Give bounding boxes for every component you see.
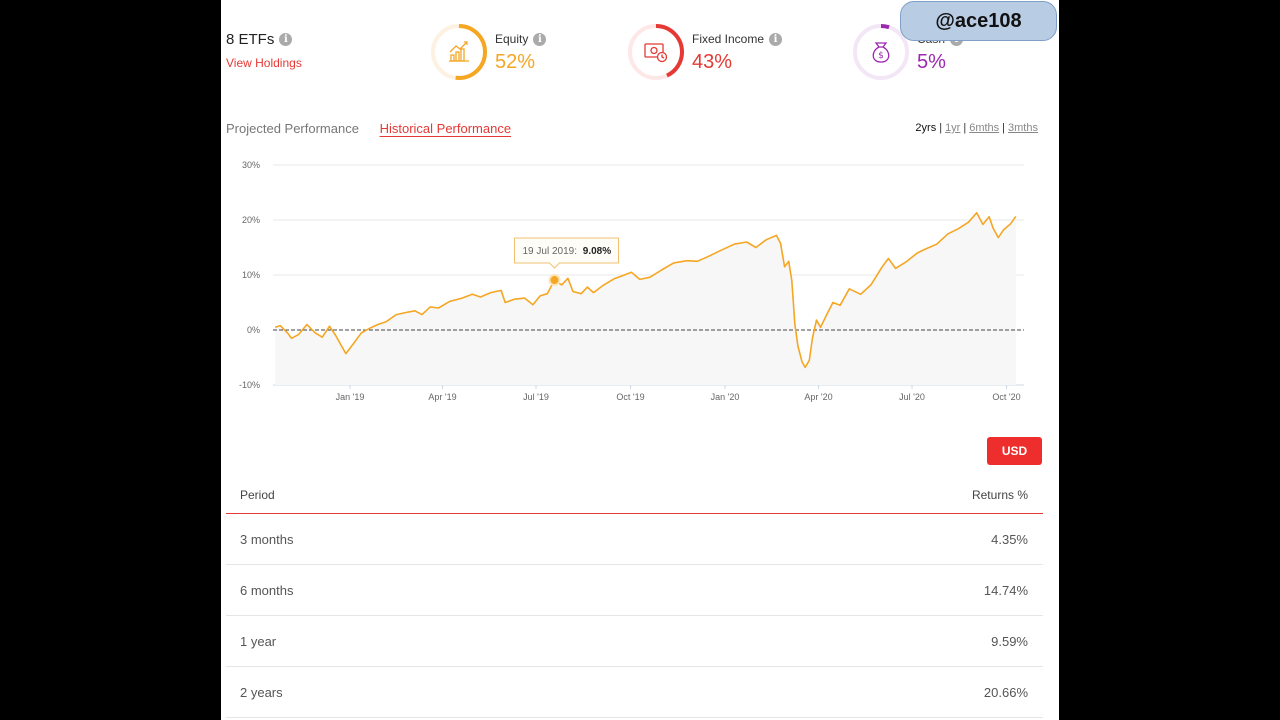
money-cash-icon [644, 43, 668, 63]
tab-projected-performance[interactable]: Projected Performance [226, 121, 359, 136]
x-tick-label: Apr '20 [804, 392, 832, 402]
y-tick-label: 20% [242, 215, 260, 225]
table-row: 2 years 20.66% [226, 667, 1043, 718]
etf-count-label: 8 ETFs [226, 31, 275, 48]
fixed-income-percent: 43% [692, 51, 733, 73]
series-area [275, 212, 1016, 385]
x-tick-label: Jul '19 [523, 392, 549, 402]
view-holdings-link[interactable]: View Holdings [226, 56, 302, 70]
table-row: 6 months 14.74% [226, 565, 1043, 616]
y-tick-label: -10% [239, 380, 260, 390]
table-row: 3 months 4.35% [226, 514, 1043, 565]
performance-tabs: Projected Performance Historical Perform… [226, 121, 528, 136]
tooltip-text: 19 Jul 2019: 9.08% [522, 246, 611, 257]
row-period: 6 months [240, 582, 294, 598]
equity-donut [431, 24, 487, 80]
range-2yrs[interactable]: 2yrs [915, 122, 937, 134]
svg-text:$: $ [878, 51, 884, 61]
cash-percent: 5% [917, 51, 946, 73]
fixed-income-donut [628, 24, 684, 80]
x-axis: Jan '19 Apr '19 Jul '19 Oct '19 Jan '20 Apr '… [336, 385, 1021, 402]
equity-percent: 52% [495, 51, 536, 73]
equity-label: Equity [495, 32, 529, 46]
tooltip: 19 Jul 2019: 9.08% [513, 237, 619, 287]
time-range-selector: 2yrs | 1yr | 6mths | 3mths [915, 122, 1038, 134]
y-tick-label: 0% [247, 325, 260, 335]
range-1yr[interactable]: 1yr [945, 122, 961, 134]
range-3mths[interactable]: 3mths [1008, 122, 1038, 134]
returns-table: Period Returns % 3 months 4.35% 6 months… [226, 477, 1043, 718]
tooltip-box [513, 237, 619, 269]
x-tick-label: Oct '20 [992, 392, 1020, 402]
tooltip-value: 9.08% [583, 246, 611, 257]
row-period: 1 year [240, 633, 277, 649]
watermark-label: @ace108 [900, 1, 1057, 41]
tab-historical-performance[interactable]: Historical Performance [379, 121, 512, 136]
x-tick-label: Jan '19 [336, 392, 365, 402]
x-tick-label: Apr '19 [428, 392, 456, 402]
row-returns: 14.74% [983, 582, 1028, 598]
info-icon[interactable]: i [279, 33, 293, 46]
fixed-income-label: Fixed Income [692, 32, 765, 46]
row-period: 2 years [240, 684, 283, 700]
row-period: 3 months [240, 531, 294, 547]
header-period: Period [240, 488, 275, 502]
y-axis: 30% 20% 10% 0% -10% [239, 160, 260, 390]
etf-count: 8 ETFs i [226, 31, 293, 48]
money-bag-icon: $ [872, 42, 890, 63]
row-returns: 4.35% [991, 531, 1028, 547]
row-returns: 9.59% [991, 633, 1028, 649]
header-returns: Returns % [971, 488, 1028, 502]
performance-chart: 30% 20% 10% 0% -10% Jan '19 Apr '19 Jul '19 Oct… [239, 160, 1024, 402]
portfolio-panel: 8 ETFs i View Holdings Equity i 52% [221, 0, 1059, 720]
currency-usd-button[interactable]: USD [987, 437, 1042, 465]
y-tick-label: 10% [242, 270, 260, 280]
table-header: Period Returns % [226, 477, 1043, 514]
x-tick-label: Oct '19 [616, 392, 644, 402]
series-line [274, 212, 1017, 369]
x-tick-label: Jul '20 [899, 392, 925, 402]
tooltip-marker[interactable] [548, 274, 561, 287]
info-icon[interactable]: i [533, 32, 547, 46]
cash-donut: $ [853, 24, 909, 80]
range-6mths[interactable]: 6mths [969, 122, 1000, 134]
x-tick-label: Jan '20 [711, 392, 740, 402]
chart-growth-icon [449, 41, 469, 62]
row-returns: 20.66% [983, 684, 1028, 700]
info-icon[interactable]: i [769, 32, 783, 46]
tooltip-date: 19 Jul 2019: [522, 246, 577, 257]
table-row: 1 year 9.59% [226, 616, 1043, 667]
y-tick-label: 30% [242, 160, 260, 170]
